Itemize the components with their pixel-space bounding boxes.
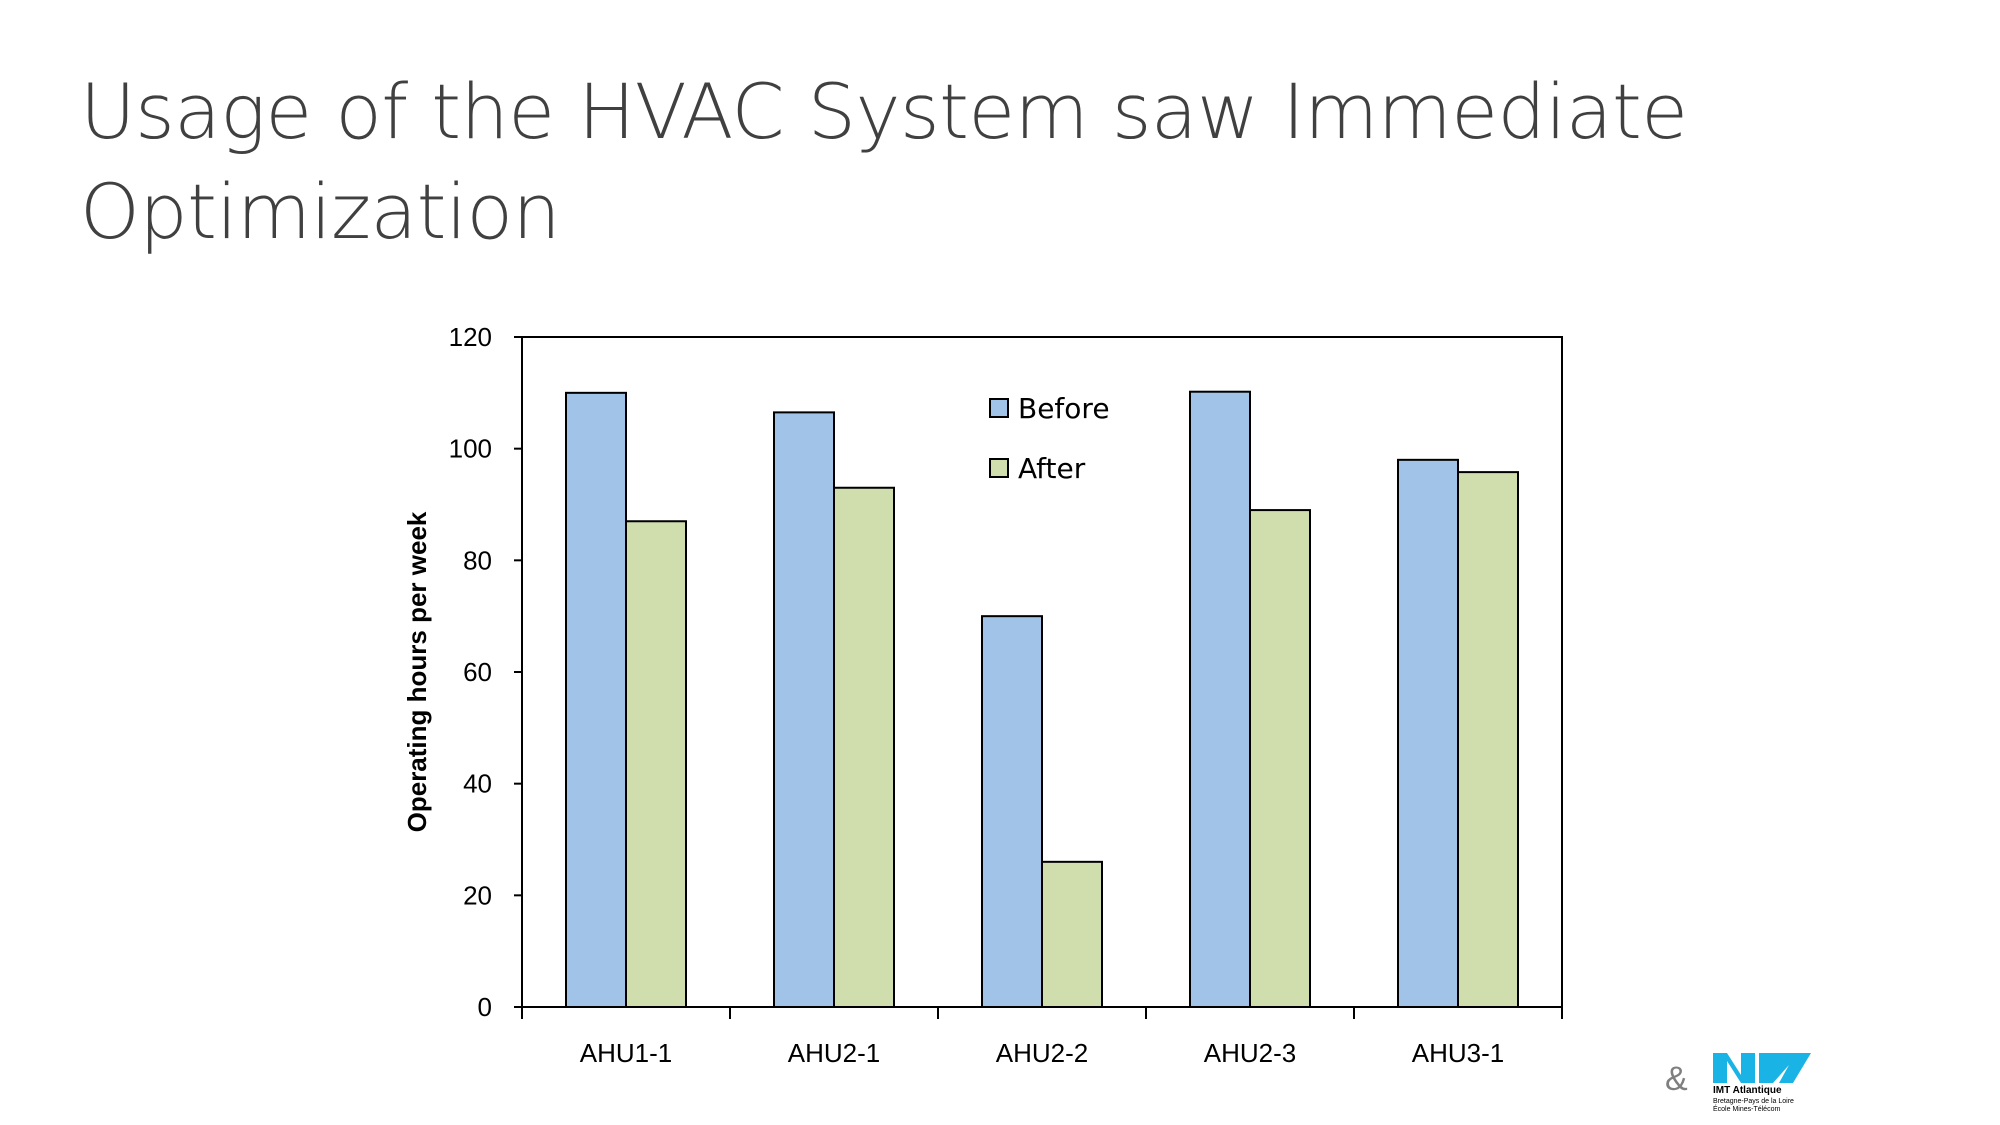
bar-after-ahu2-2: [1041, 860, 1103, 1008]
bar-before-ahu2-2: [981, 615, 1043, 1009]
x-tick-label: AHU2-2: [996, 1038, 1088, 1068]
logo-subtitle-1: Bretagne-Pays de la Loire: [1713, 1098, 1794, 1105]
x-tick-label: AHU3-1: [1412, 1038, 1504, 1068]
y-tick-label: 100: [449, 434, 492, 464]
bar-after-ahu3-1: [1457, 471, 1519, 1009]
bars-group: [565, 390, 1519, 1009]
imt-logo-mark: [1713, 1053, 1811, 1083]
slide-title: Usage of the HVAC System saw Immediate O…: [80, 67, 1688, 256]
y-tick-label: 20: [463, 880, 492, 910]
legend-label-after: After: [1018, 452, 1086, 485]
legend: Before After: [989, 392, 1110, 485]
bar-after-ahu2-3: [1249, 509, 1311, 1008]
bar-after-ahu1-1: [625, 520, 687, 1008]
y-tick-label: 60: [463, 657, 492, 687]
legend-swatch-before: [989, 398, 1009, 418]
y-axis-label: Operating hours per week: [402, 511, 432, 832]
y-tick-label: 80: [463, 545, 492, 575]
logo-name: IMT Atlantique: [1713, 1085, 1782, 1096]
x-axis: AHU1-1 AHU2-1 AHU2-2 AHU2-3 AHU3-1: [521, 1007, 1563, 1068]
y-axis: 0 20 40 60 80 100 120: [449, 322, 522, 1022]
bar-before-ahu3-1: [1397, 458, 1459, 1009]
legend-swatch-after: [989, 458, 1009, 478]
bar-after-ahu2-1: [833, 486, 895, 1008]
x-tick-label: AHU1-1: [580, 1038, 672, 1068]
bar-before-ahu2-3: [1189, 390, 1251, 1008]
logo-subtitle-2: École Mines-Télécom: [1713, 1106, 1781, 1113]
legend-label-before: Before: [1018, 392, 1110, 425]
x-tick-label: AHU2-3: [1204, 1038, 1296, 1068]
footer-ampersand: &: [1665, 1060, 1688, 1098]
y-tick-label: 40: [463, 769, 492, 799]
bar-before-ahu1-1: [565, 391, 627, 1009]
y-tick-label: 0: [478, 992, 492, 1022]
imt-atlantique-logo: IMT Atlantique Bretagne-Pays de la Loire…: [1713, 1053, 1823, 1115]
y-tick-label: 120: [449, 322, 492, 352]
x-tick-label: AHU2-1: [788, 1038, 880, 1068]
bar-before-ahu2-1: [773, 411, 835, 1008]
